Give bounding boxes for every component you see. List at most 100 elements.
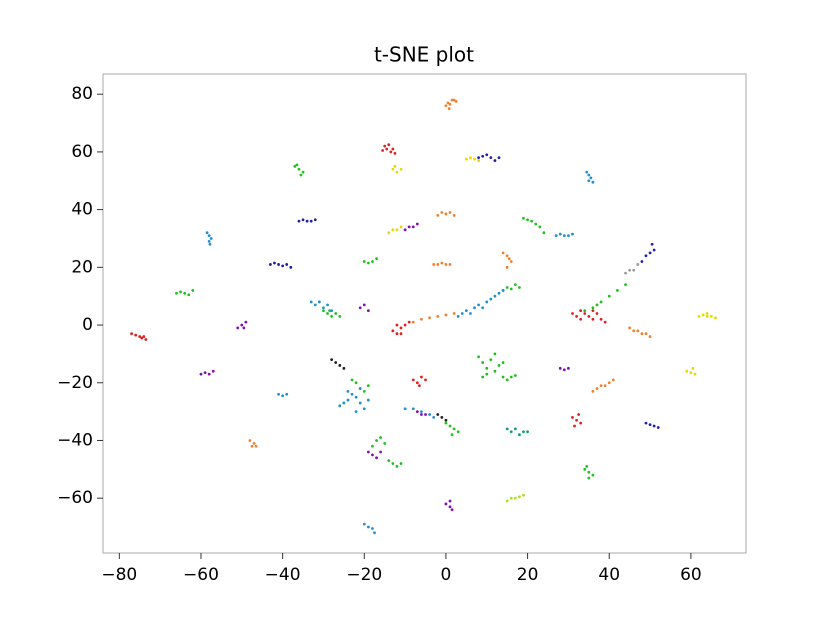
point xyxy=(485,300,489,304)
point xyxy=(354,410,358,414)
point xyxy=(603,384,607,388)
point xyxy=(567,366,570,370)
point xyxy=(375,439,378,442)
point xyxy=(297,219,301,223)
point xyxy=(334,361,338,364)
x-tick-label: 0 xyxy=(441,565,452,585)
point xyxy=(391,329,395,333)
point xyxy=(444,502,448,506)
point xyxy=(538,225,542,229)
point xyxy=(577,413,581,416)
point xyxy=(183,291,187,295)
point xyxy=(644,332,648,336)
point xyxy=(393,164,397,168)
point xyxy=(250,444,254,448)
point xyxy=(505,265,509,269)
point xyxy=(632,268,636,272)
point xyxy=(436,413,440,416)
point xyxy=(448,102,452,106)
point xyxy=(452,98,456,102)
point xyxy=(585,465,589,468)
point xyxy=(485,366,489,370)
point xyxy=(399,326,403,330)
point xyxy=(207,239,211,243)
point xyxy=(354,381,358,385)
point xyxy=(436,314,440,318)
point xyxy=(334,312,338,315)
point xyxy=(587,470,591,474)
point xyxy=(599,300,603,304)
point xyxy=(144,338,148,341)
point xyxy=(709,314,713,318)
point xyxy=(326,303,329,307)
point xyxy=(473,306,476,310)
point xyxy=(415,222,419,226)
point xyxy=(493,369,497,373)
point xyxy=(481,361,485,364)
point xyxy=(505,254,509,258)
point xyxy=(285,263,289,266)
point xyxy=(513,374,517,377)
point xyxy=(452,427,456,431)
point xyxy=(705,314,709,318)
point xyxy=(346,398,350,402)
point xyxy=(575,314,578,318)
point xyxy=(505,378,509,382)
point xyxy=(203,371,207,375)
point xyxy=(501,251,505,255)
point xyxy=(420,317,423,321)
point xyxy=(420,375,423,379)
point xyxy=(591,390,595,393)
point xyxy=(507,257,511,261)
point xyxy=(407,320,411,324)
point xyxy=(587,179,591,183)
point xyxy=(571,415,574,419)
point xyxy=(391,228,395,232)
point xyxy=(240,323,244,327)
y-tick-label: 20 xyxy=(71,257,93,277)
point xyxy=(505,499,509,503)
point xyxy=(497,364,501,367)
point xyxy=(199,372,203,376)
point xyxy=(489,358,493,362)
point xyxy=(387,143,391,147)
point xyxy=(411,320,415,324)
point xyxy=(395,323,399,327)
point xyxy=(415,381,419,385)
point xyxy=(456,314,460,318)
point xyxy=(640,332,644,336)
point xyxy=(366,525,370,529)
point xyxy=(420,410,423,414)
point xyxy=(313,218,317,222)
point xyxy=(477,156,480,160)
point xyxy=(534,222,538,226)
x-tick-label: −80 xyxy=(101,565,137,585)
point xyxy=(485,372,489,376)
point xyxy=(454,100,458,103)
point xyxy=(387,459,391,463)
point xyxy=(518,433,521,437)
point xyxy=(375,257,378,261)
point xyxy=(411,407,415,411)
point xyxy=(713,316,717,320)
point xyxy=(254,444,258,448)
y-tick-label: 0 xyxy=(82,315,93,335)
point xyxy=(350,392,354,396)
point xyxy=(562,234,566,237)
point xyxy=(450,508,454,512)
point xyxy=(469,156,472,160)
point xyxy=(285,392,289,396)
point xyxy=(493,159,497,162)
point xyxy=(208,242,212,246)
point xyxy=(481,306,485,310)
point xyxy=(571,232,574,236)
point xyxy=(179,290,182,294)
point xyxy=(624,271,627,275)
point xyxy=(211,369,215,373)
point xyxy=(489,156,493,160)
point xyxy=(432,263,436,266)
point xyxy=(417,384,421,388)
point xyxy=(583,467,587,471)
point xyxy=(644,421,648,425)
x-tick-label: 60 xyxy=(680,565,702,585)
